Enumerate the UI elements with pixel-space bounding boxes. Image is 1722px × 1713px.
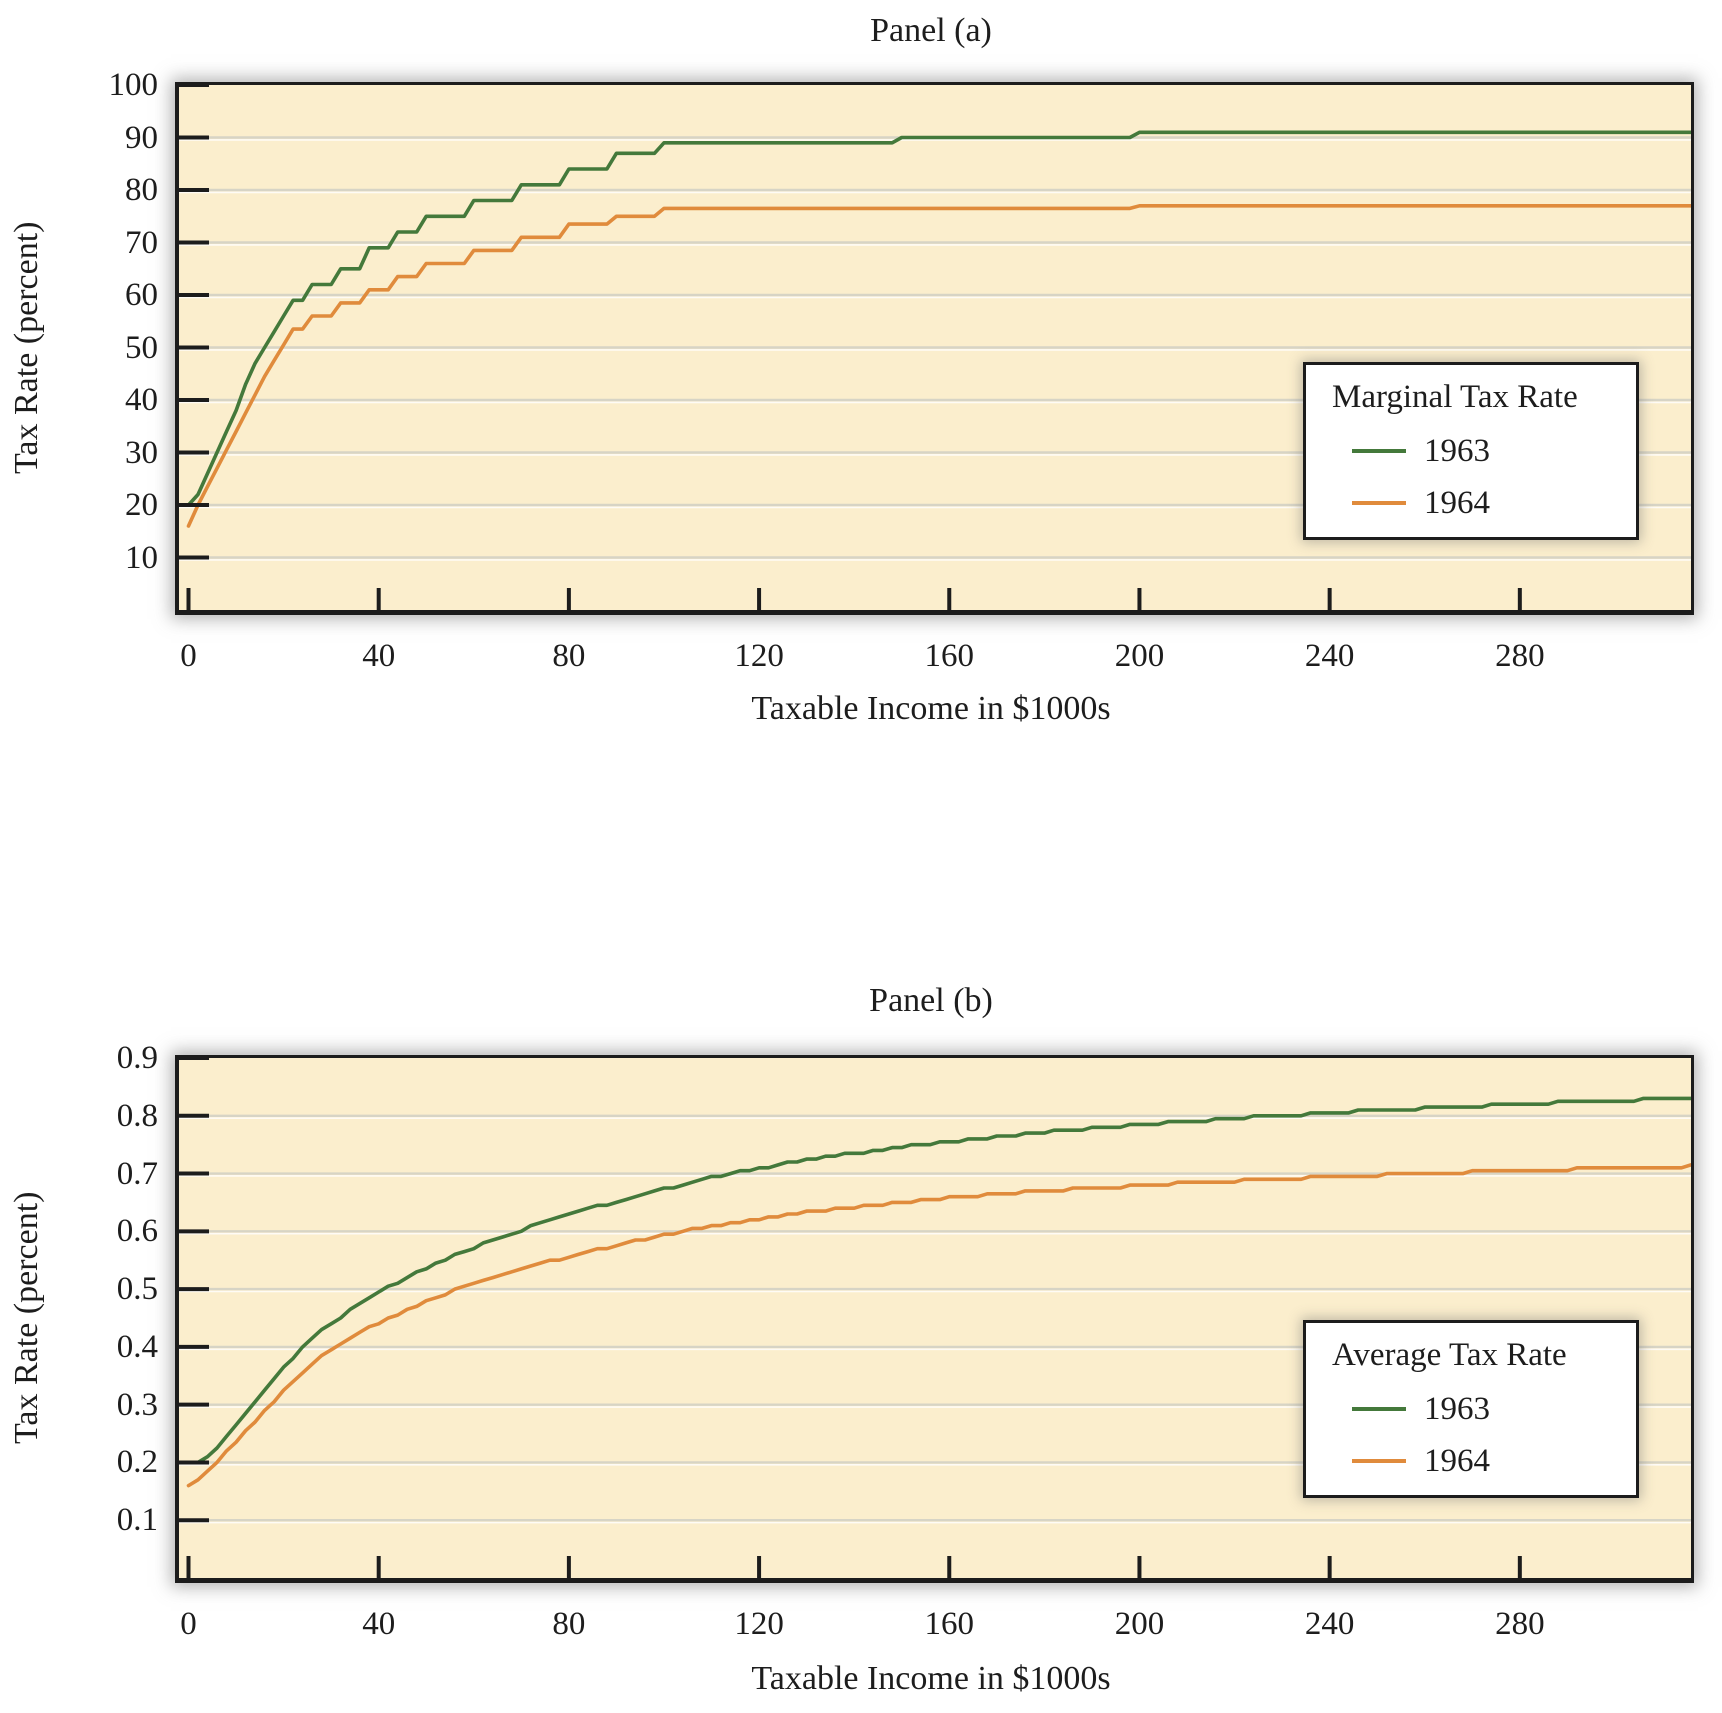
y-tick-label: 0.4 — [116, 1328, 158, 1365]
x-tick-label: 200 — [1114, 638, 1165, 674]
x-tick-label: 0 — [180, 1606, 197, 1642]
x-tick-label: 240 — [1304, 1606, 1355, 1642]
series-line-1964 — [186, 204, 1691, 528]
panel-b-chart-canvas — [179, 1058, 1691, 1578]
legend-entry-label: 1964 — [1424, 1443, 1490, 1479]
panel-a-legend: Marginal Tax Rate 1963 1964 — [1303, 362, 1639, 540]
x-tick-label: 120 — [734, 1606, 784, 1642]
y-tick-label: 80 — [125, 172, 158, 208]
x-tick-label: 160 — [924, 638, 975, 674]
x-tick-label: 280 — [1495, 1606, 1545, 1642]
y-tick-label: 90 — [125, 119, 158, 156]
y-tick-label: 0.8 — [116, 1097, 158, 1134]
y-tick-label: 0.3 — [116, 1386, 158, 1423]
series-line-1964 — [186, 1163, 1691, 1488]
legend-entry-label: 1963 — [1424, 433, 1490, 469]
y-tick-label: 0.1 — [116, 1502, 158, 1539]
panel-b-x-axis-title: Taxable Income in $1000s — [751, 1660, 1111, 1697]
legend-entry-1964: 1964 — [1352, 1444, 1636, 1478]
panel-a-legend-title: Marginal Tax Rate — [1332, 379, 1578, 415]
series-1963-line-swatch — [1352, 1407, 1406, 1411]
x-tick-label: 0 — [180, 638, 197, 674]
y-tick-label: 0.5 — [116, 1271, 158, 1308]
y-tick-label: 10 — [125, 539, 158, 576]
legend-entry-label: 1963 — [1424, 1391, 1490, 1427]
panel-b-title: Panel (b) — [869, 982, 993, 1019]
legend-entry-1964: 1964 — [1352, 486, 1636, 520]
panel-a-title: Panel (a) — [870, 12, 992, 49]
y-tick-label: 70 — [125, 224, 158, 261]
legend-entry-label: 1964 — [1424, 485, 1490, 521]
panel-a-x-axis-title: Taxable Income in $1000s — [751, 690, 1111, 727]
series-1964-line-swatch — [1352, 1459, 1406, 1463]
y-tick-label: 0.9 — [116, 1040, 158, 1076]
panel-b-legend-title: Average Tax Rate — [1332, 1337, 1567, 1373]
panel-b-legend: Average Tax Rate 1963 1964 — [1303, 1320, 1639, 1498]
x-tick-label: 120 — [734, 638, 784, 674]
x-tick-label: 240 — [1304, 638, 1355, 674]
panel-a-plot-area — [175, 82, 1694, 615]
series-line-1963 — [186, 130, 1691, 507]
panel-b-plot-area — [175, 1055, 1694, 1583]
x-tick-label: 40 — [362, 1606, 396, 1642]
y-tick-label: 30 — [125, 434, 158, 471]
x-tick-label: 200 — [1114, 1606, 1165, 1642]
legend-entry-1963: 1963 — [1352, 1392, 1636, 1426]
x-tick-label: 80 — [552, 1606, 586, 1642]
y-tick-label: 100 — [108, 67, 159, 103]
x-tick-label: 280 — [1495, 638, 1545, 674]
x-tick-label: 160 — [924, 1606, 975, 1642]
x-tick-label: 40 — [362, 638, 396, 674]
legend-entry-1963: 1963 — [1352, 434, 1636, 468]
series-line-1963 — [186, 1096, 1691, 1465]
y-tick-label: 60 — [125, 277, 158, 313]
y-tick-label: 0.2 — [116, 1444, 158, 1481]
series-1964-line-swatch — [1352, 501, 1406, 505]
series-1963-line-swatch — [1352, 449, 1406, 453]
y-tick-label: 50 — [125, 329, 158, 366]
y-tick-label: 0.6 — [116, 1213, 158, 1250]
y-tick-label: 40 — [125, 382, 158, 418]
y-tick-label: 20 — [125, 487, 158, 523]
y-tick-label: 0.7 — [116, 1155, 158, 1192]
x-tick-label: 80 — [552, 638, 586, 674]
